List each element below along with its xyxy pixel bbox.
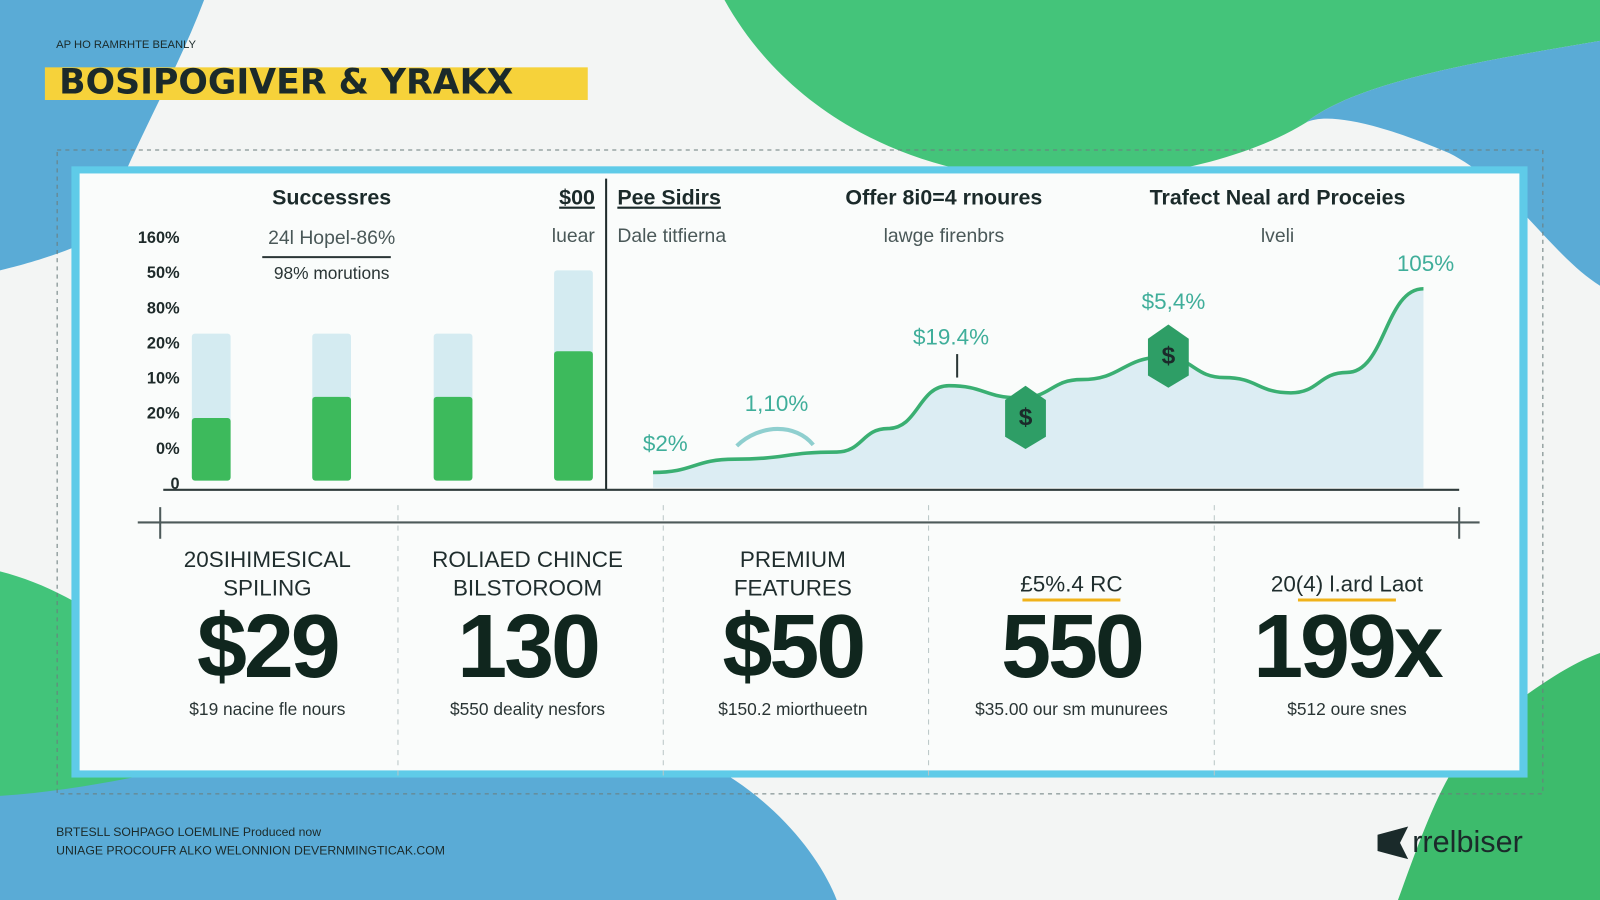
card-note: $19 nacine fle nours [189, 699, 345, 719]
bar [191, 417, 231, 481]
dollar-marker [1005, 385, 1046, 449]
dollar-icon: $ [1019, 404, 1033, 431]
chart-title: Successres [272, 186, 391, 210]
y-tick-label: 50% [147, 264, 180, 282]
card-value: 130 [457, 597, 598, 697]
card-note: $150.2 miorthueetn [718, 699, 867, 719]
y-tick-label: 20% [147, 334, 180, 352]
y-tick-label: 80% [147, 299, 180, 317]
chart-subtitle: lveli [1261, 225, 1294, 247]
footer-line: BRTESLL SOHPAGO LOEMLINE Produced now [56, 825, 321, 839]
bar [312, 396, 352, 481]
card-label: PREMIUM [740, 547, 846, 572]
card-note: $550 deality nesfors [450, 699, 605, 719]
card-note: $512 oure snes [1287, 699, 1407, 719]
card-label: FEATURES [734, 576, 852, 601]
annotation: 1,10% [745, 391, 809, 416]
card-value: 550 [1001, 597, 1142, 697]
card-label: SPILING [223, 576, 312, 601]
dollar-marker [1147, 324, 1189, 388]
card-label: 20SIHIMESICAL [184, 547, 351, 572]
arc-arrow [735, 426, 815, 448]
y-tick-label: 20% [147, 405, 180, 423]
page-title: BOSIPOGIVER & YRAKX [59, 63, 513, 103]
chart-subtitle: lawge firenbrs [884, 225, 1005, 247]
dollar-icon: $ [1162, 343, 1176, 370]
y-tick-label: 10% [147, 370, 180, 388]
brand: rrelbiser [1412, 825, 1523, 859]
chart-subtitle: 24l Hopel-86% [268, 227, 395, 249]
annotation: $19.4% [913, 325, 989, 350]
chart-title: Pee Sidirs [617, 186, 721, 210]
annotation: $2% [643, 431, 688, 456]
card-value: $29 [197, 597, 338, 697]
bar [554, 351, 593, 481]
side-title: $00 [559, 186, 595, 210]
kicker: AP HO RAMRHTE BEANLY [56, 39, 196, 51]
title-highlight [44, 67, 588, 100]
card-label: £5%.4 RC [1020, 572, 1122, 597]
y-tick-label: 160% [138, 229, 180, 247]
side-subtitle: luear [552, 225, 596, 247]
card-note: $35.00 our sm munurees [975, 699, 1168, 719]
chart-title: Offer 8i0=4 rnoures [845, 186, 1042, 210]
y-tick-label: 0% [156, 440, 180, 458]
card-label: BILSTOROOM [453, 576, 602, 601]
bar [433, 396, 473, 481]
brand-logo [1377, 826, 1409, 860]
annotation: 105% [1397, 251, 1454, 276]
panel-frame [56, 149, 1544, 795]
annotation: $5,4% [1142, 289, 1206, 314]
cards: 20SIHIMESICAL SPILING$29$19 nacine fle no… [184, 505, 1447, 776]
area [653, 288, 1424, 488]
card-value: 199x [1253, 597, 1444, 697]
chart-subtitle: Dale titfierna [617, 225, 726, 247]
card-label: 20(4) l.ard Laot [1271, 572, 1424, 597]
line [653, 286, 1424, 475]
chart-note: 98% morutions [274, 263, 390, 283]
card-value: $50 [723, 597, 864, 697]
chart-title: Trafect Neal ard Proceies [1150, 186, 1406, 210]
y-tick-label: 0 [171, 475, 180, 493]
card-label: ROLIAED CHINCE [432, 547, 623, 572]
footer-line: UNIAGE PROCOUFR ALKO WELONNION DEVERNMIN… [56, 843, 445, 857]
